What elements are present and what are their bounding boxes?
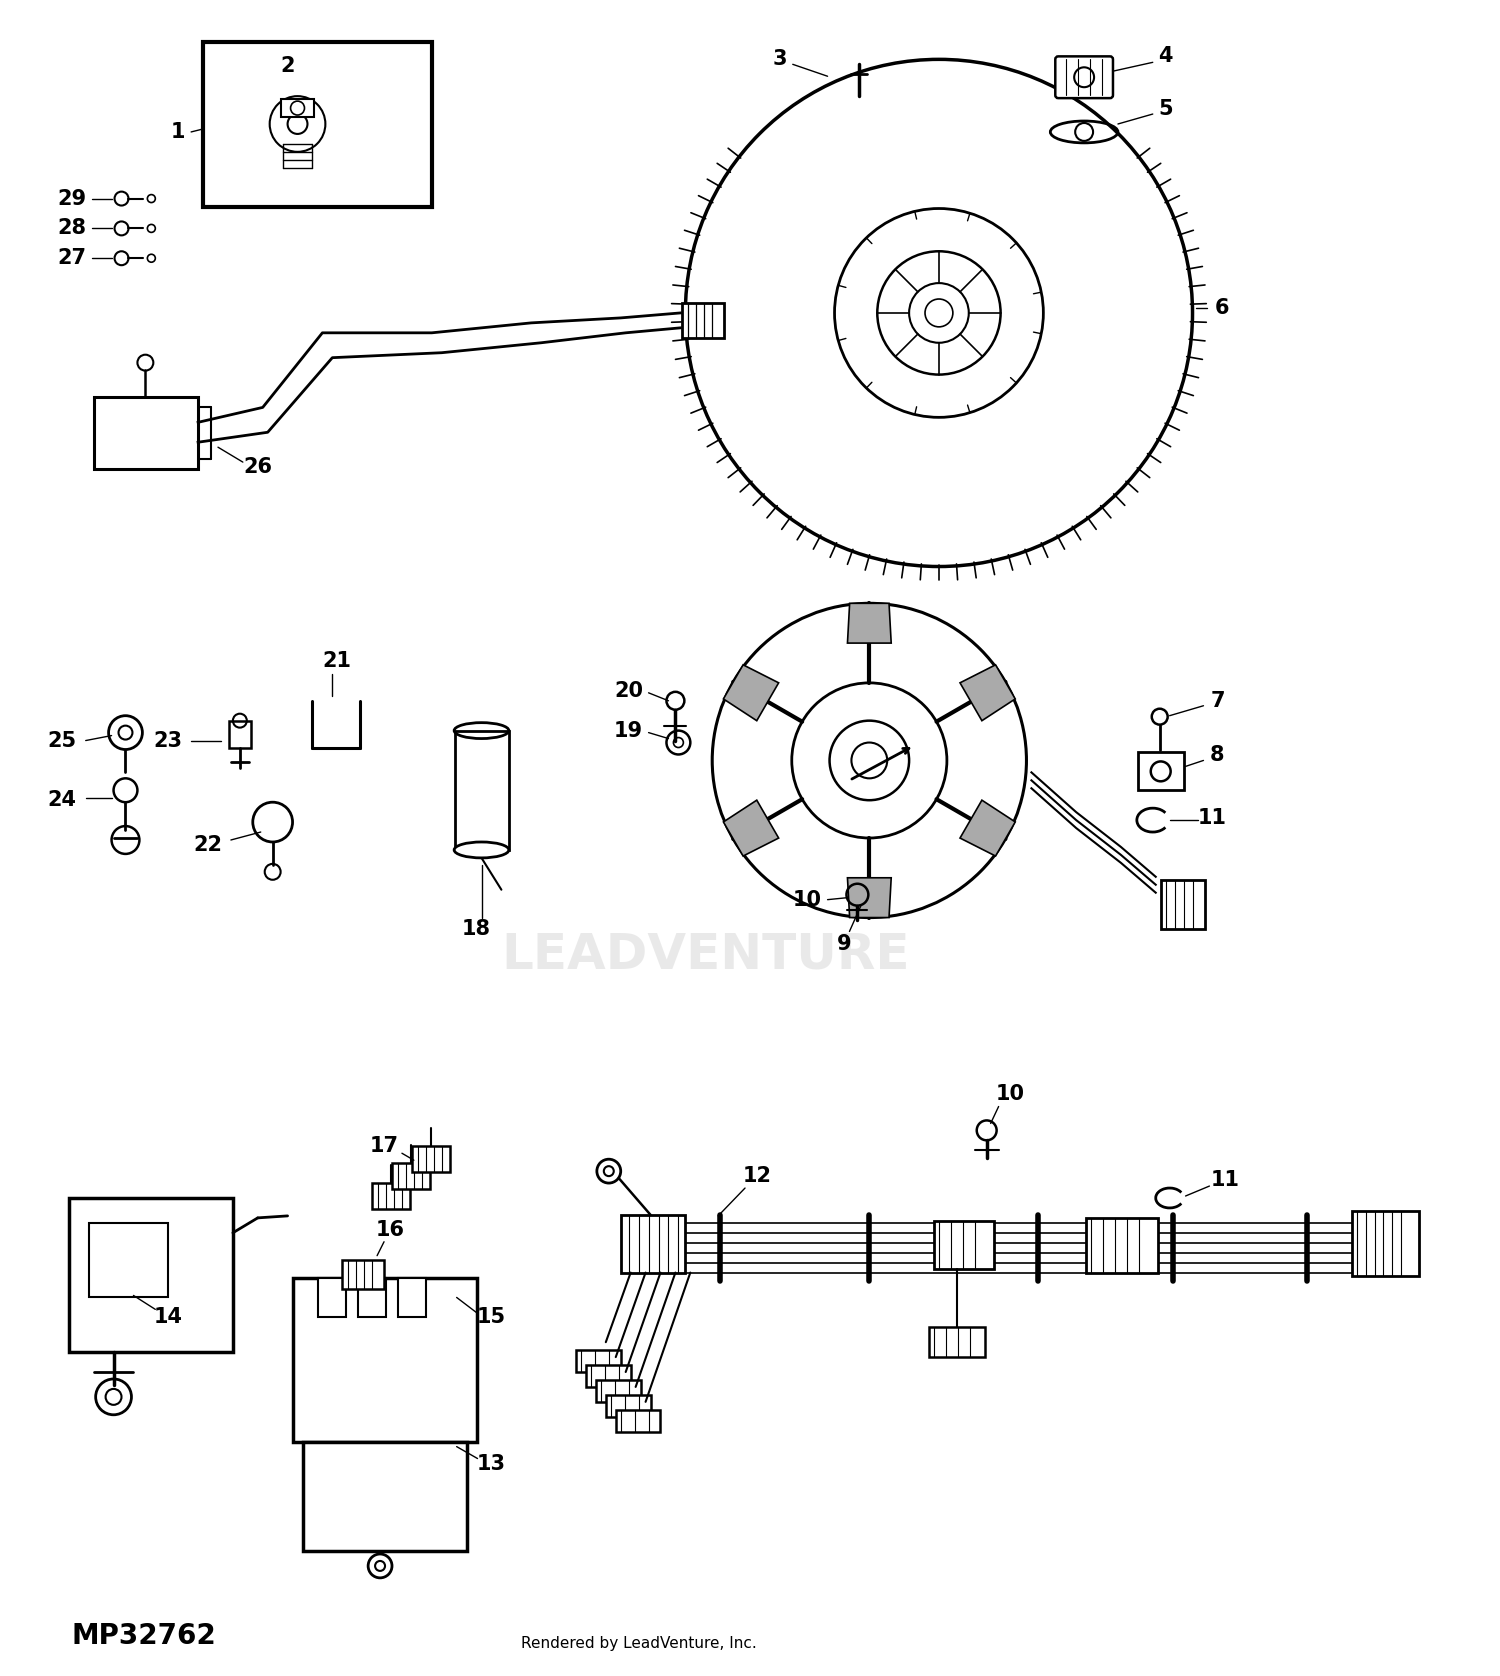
Text: MP32762: MP32762 — [72, 1622, 216, 1649]
Polygon shape — [723, 665, 778, 721]
Bar — [1161, 880, 1206, 930]
Bar — [318, 1277, 346, 1317]
Polygon shape — [847, 878, 891, 917]
Text: 10: 10 — [996, 1084, 1024, 1103]
Text: 11: 11 — [1198, 808, 1227, 828]
Text: 24: 24 — [48, 789, 76, 810]
Text: 1: 1 — [171, 122, 186, 142]
Text: 3: 3 — [772, 49, 788, 69]
Text: 9: 9 — [837, 935, 852, 954]
Bar — [303, 1441, 466, 1550]
Bar — [342, 1260, 384, 1289]
Bar — [682, 303, 724, 339]
Bar — [392, 1163, 430, 1188]
Text: 19: 19 — [614, 721, 644, 741]
Text: 16: 16 — [375, 1220, 405, 1240]
Text: 13: 13 — [477, 1455, 506, 1475]
Text: 29: 29 — [57, 189, 87, 208]
Bar — [596, 1379, 640, 1401]
Bar — [1138, 753, 1184, 791]
Text: 23: 23 — [153, 731, 183, 751]
Bar — [69, 1198, 232, 1353]
Text: 11: 11 — [1210, 1170, 1240, 1190]
Bar — [88, 1223, 168, 1297]
Bar — [413, 1146, 450, 1172]
Text: 18: 18 — [462, 920, 490, 940]
Text: 22: 22 — [194, 835, 222, 855]
Text: LEADVENTURE: LEADVENTURE — [501, 930, 909, 979]
Polygon shape — [847, 603, 891, 644]
Bar — [621, 1215, 686, 1272]
Text: 5: 5 — [1158, 99, 1173, 119]
Bar — [230, 721, 251, 749]
Text: 27: 27 — [57, 248, 87, 268]
Polygon shape — [960, 665, 1016, 721]
Polygon shape — [723, 799, 778, 856]
Text: 21: 21 — [322, 650, 352, 670]
Text: 20: 20 — [614, 680, 644, 701]
Text: 8: 8 — [1210, 746, 1224, 766]
Bar — [576, 1351, 621, 1373]
Bar — [615, 1410, 660, 1431]
Text: 17: 17 — [369, 1136, 399, 1156]
Bar — [454, 731, 510, 850]
Bar — [280, 99, 315, 117]
Bar — [1352, 1212, 1419, 1275]
Text: 12: 12 — [742, 1166, 771, 1187]
Bar — [358, 1277, 386, 1317]
Circle shape — [291, 101, 304, 116]
Text: 7: 7 — [1210, 691, 1224, 711]
Bar — [1086, 1218, 1158, 1272]
Text: 26: 26 — [243, 458, 273, 478]
Bar — [934, 1220, 993, 1269]
Text: 14: 14 — [153, 1307, 183, 1327]
Bar — [928, 1327, 984, 1358]
Text: 10: 10 — [794, 890, 822, 910]
Text: 25: 25 — [48, 731, 76, 751]
Ellipse shape — [454, 841, 509, 858]
Bar — [586, 1364, 630, 1388]
Bar — [372, 1183, 410, 1208]
Text: Rendered by LeadVenture, Inc.: Rendered by LeadVenture, Inc. — [522, 1636, 758, 1651]
Text: 28: 28 — [57, 218, 87, 238]
Circle shape — [288, 114, 308, 134]
Bar — [292, 1277, 477, 1441]
Polygon shape — [960, 799, 1016, 856]
Bar — [398, 1277, 426, 1317]
Text: 6: 6 — [1215, 298, 1230, 318]
Text: 15: 15 — [477, 1307, 506, 1327]
FancyBboxPatch shape — [1056, 57, 1113, 99]
Text: 2: 2 — [280, 57, 296, 77]
Text: 4: 4 — [1158, 47, 1173, 67]
Circle shape — [270, 96, 326, 153]
Bar — [606, 1394, 651, 1416]
Bar — [93, 397, 198, 469]
Bar — [202, 42, 432, 206]
